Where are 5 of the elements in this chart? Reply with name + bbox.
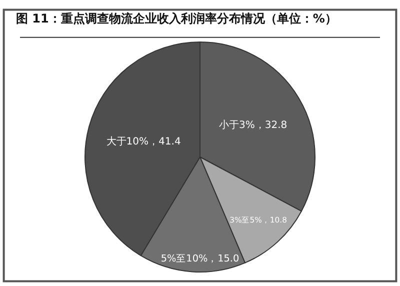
slice-label: 大于10%，41.4 bbox=[106, 135, 181, 148]
slice-label: 小于3%，32.8 bbox=[219, 119, 288, 132]
slice-label: 5%至10%，15.0 bbox=[160, 254, 240, 265]
chart-title: 图 11：重点调查物流企业收入利润率分布情况（单位：%） bbox=[16, 12, 337, 26]
slice-label: 3%至5%，10.8 bbox=[230, 216, 288, 225]
